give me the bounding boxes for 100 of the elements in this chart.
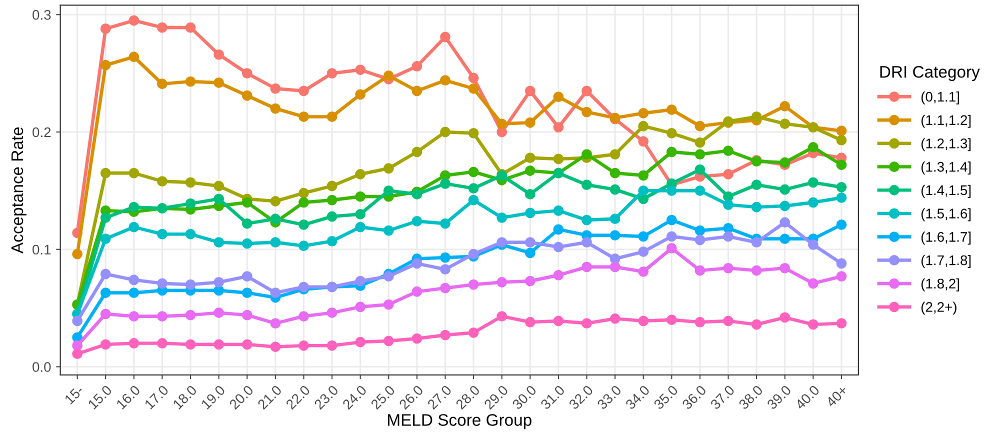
point	[496, 212, 508, 223]
point	[751, 319, 762, 330]
point	[468, 166, 479, 178]
point	[694, 164, 706, 175]
point	[326, 112, 338, 122]
x-tick-label: 33.0	[596, 384, 622, 410]
legend-label: (1.8,2]	[921, 278, 959, 292]
point	[582, 214, 592, 226]
point	[440, 252, 450, 263]
point	[298, 240, 309, 252]
point	[383, 185, 394, 196]
x-axis-title: MELD Score Group	[388, 414, 532, 430]
point	[524, 276, 536, 286]
point	[836, 258, 847, 269]
point	[242, 271, 252, 282]
x-tick-label: 19.0	[200, 384, 226, 410]
point	[185, 339, 196, 350]
point	[836, 220, 847, 230]
legend-title: DRI Category	[880, 66, 980, 82]
point	[298, 340, 309, 351]
point	[355, 276, 366, 286]
point	[157, 78, 168, 90]
point	[638, 266, 649, 277]
point	[496, 118, 508, 129]
point	[836, 160, 847, 170]
x-tick-label: 38.0	[738, 384, 764, 410]
point	[298, 282, 309, 292]
point	[270, 318, 281, 329]
point	[326, 68, 338, 79]
point	[298, 188, 309, 198]
point	[355, 191, 366, 202]
x-tick-label: 31.0	[540, 384, 566, 410]
point	[666, 214, 677, 226]
point	[440, 218, 450, 229]
point	[751, 180, 762, 190]
point	[836, 182, 847, 192]
point	[100, 168, 111, 178]
point	[496, 277, 508, 288]
point	[100, 24, 111, 34]
point	[553, 270, 564, 280]
point	[270, 214, 281, 224]
point	[440, 282, 450, 294]
point	[128, 168, 140, 178]
y-axis-title: Acceptance Rate	[12, 127, 26, 254]
point	[524, 316, 536, 328]
legend-label: (0,1.1]	[921, 91, 959, 104]
point	[694, 316, 706, 328]
point	[666, 231, 677, 242]
point	[610, 313, 620, 324]
legend-label: (1.2,1.3]	[921, 138, 971, 152]
point	[582, 149, 592, 160]
point	[524, 86, 536, 96]
point	[270, 342, 281, 352]
point	[214, 49, 224, 60]
point	[100, 268, 111, 280]
point	[326, 211, 338, 222]
point	[326, 194, 338, 206]
point	[128, 338, 140, 348]
point	[524, 166, 536, 176]
point	[214, 77, 224, 88]
point	[694, 137, 706, 148]
x-tick-label: 30.0	[512, 384, 537, 410]
point	[157, 22, 168, 33]
point	[610, 214, 620, 224]
point	[524, 248, 536, 258]
x-tick-label: 15.0	[88, 384, 112, 410]
point	[242, 197, 252, 208]
point	[638, 136, 649, 147]
point	[836, 318, 847, 329]
point	[694, 265, 706, 276]
point	[326, 340, 338, 351]
point	[100, 212, 111, 223]
point	[128, 222, 140, 232]
point	[270, 237, 281, 248]
point	[468, 279, 479, 290]
point	[242, 238, 252, 249]
point	[214, 339, 224, 350]
point	[214, 277, 224, 288]
point	[100, 288, 111, 298]
point	[638, 120, 649, 132]
point	[610, 254, 620, 264]
point	[610, 184, 620, 195]
legend-label: (1.6,1.7]	[921, 232, 971, 245]
point	[242, 288, 252, 298]
point	[383, 225, 394, 236]
point	[128, 288, 140, 298]
point	[666, 185, 677, 196]
point	[185, 76, 196, 87]
point	[383, 70, 394, 81]
point	[808, 197, 818, 208]
point	[128, 15, 140, 26]
point	[440, 75, 450, 86]
point	[440, 126, 450, 138]
point	[780, 157, 790, 168]
point	[751, 237, 762, 248]
point	[72, 348, 83, 360]
point	[440, 178, 450, 189]
point	[694, 120, 706, 132]
point	[723, 169, 734, 180]
point	[496, 311, 508, 322]
